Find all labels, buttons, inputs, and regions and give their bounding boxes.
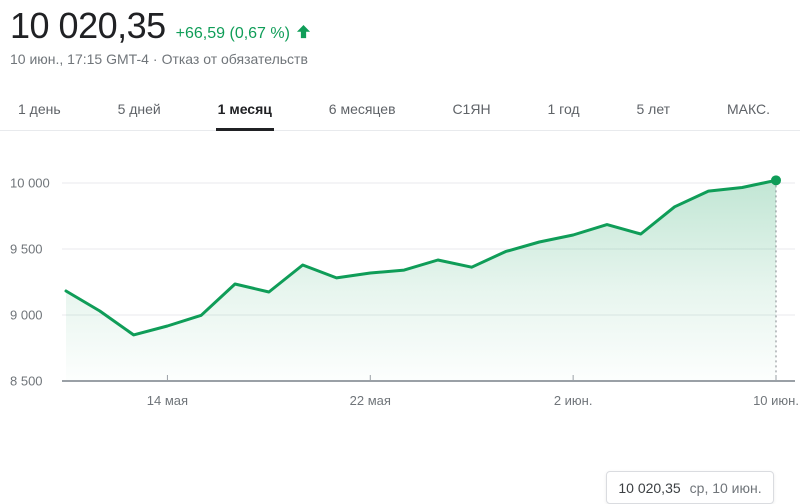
up-arrow-icon — [296, 24, 311, 39]
range-tabs: 1 день 5 дней 1 месяц 6 месяцев С1ЯН 1 год 5 л… — [0, 88, 800, 131]
tooltip-date: ср, 10 июн. — [689, 479, 762, 496]
y-tick-label: 10 000 — [10, 176, 50, 191]
x-tick-label: 22 мая — [350, 393, 391, 408]
quote-subtitle: 10 июн., 17:15 GMT-4 · Отказ от обязательс… — [10, 51, 311, 67]
range-tab-ytd[interactable]: С1ЯН — [452, 101, 491, 117]
range-tab-6m[interactable]: 6 месяцев — [328, 101, 396, 117]
x-tick-label: 10 июн. — [753, 393, 799, 408]
quote-timestamp: 10 июн., 17:15 GMT-4 — [10, 51, 149, 67]
y-tick-label: 9 000 — [10, 308, 43, 323]
disclaimer-link[interactable]: Отказ от обязательств — [161, 51, 308, 67]
range-tab-5d[interactable]: 5 дней — [117, 101, 161, 117]
axis-labels: 10 000 9 500 9 000 8 500 14 мая 22 мая 2 июн. 1… — [10, 176, 799, 409]
range-tab-5y[interactable]: 5 лет — [636, 101, 671, 117]
range-tab-max[interactable]: МАКС. — [726, 101, 770, 117]
tooltip-value: 10 020,35 — [618, 479, 681, 496]
current-price: 10 020,35 — [10, 5, 166, 46]
series-fill — [66, 180, 776, 381]
price-chart[interactable]: 10 000 9 500 9 000 8 500 14 мая 22 мая 2 июн. 1… — [0, 140, 800, 425]
x-tick-label: 2 июн. — [554, 393, 593, 408]
x-tick-label: 14 мая — [147, 393, 188, 408]
separator-dot: · — [152, 51, 158, 67]
price-change: +66,59 (0,67 %) — [176, 23, 311, 43]
chart-area: 10 000 9 500 9 000 8 500 14 мая 22 мая 2 июн. 1… — [0, 140, 800, 504]
y-tick-label: 9 500 — [10, 242, 43, 257]
y-tick-label: 8 500 — [10, 374, 43, 389]
endpoint-marker — [771, 175, 781, 186]
quote-header: 10 020,35 +66,59 (0,67 %) 10 июн., 17:15… — [10, 4, 311, 67]
chart-tooltip: 10 020,35 ср, 10 июн. — [606, 471, 774, 504]
series-line — [64, 178, 778, 337]
range-tab-1m[interactable]: 1 месяц — [215, 88, 275, 131]
range-tab-1d[interactable]: 1 день — [18, 101, 61, 117]
x-axis — [62, 375, 795, 382]
range-tab-1y[interactable]: 1 год — [547, 101, 580, 117]
